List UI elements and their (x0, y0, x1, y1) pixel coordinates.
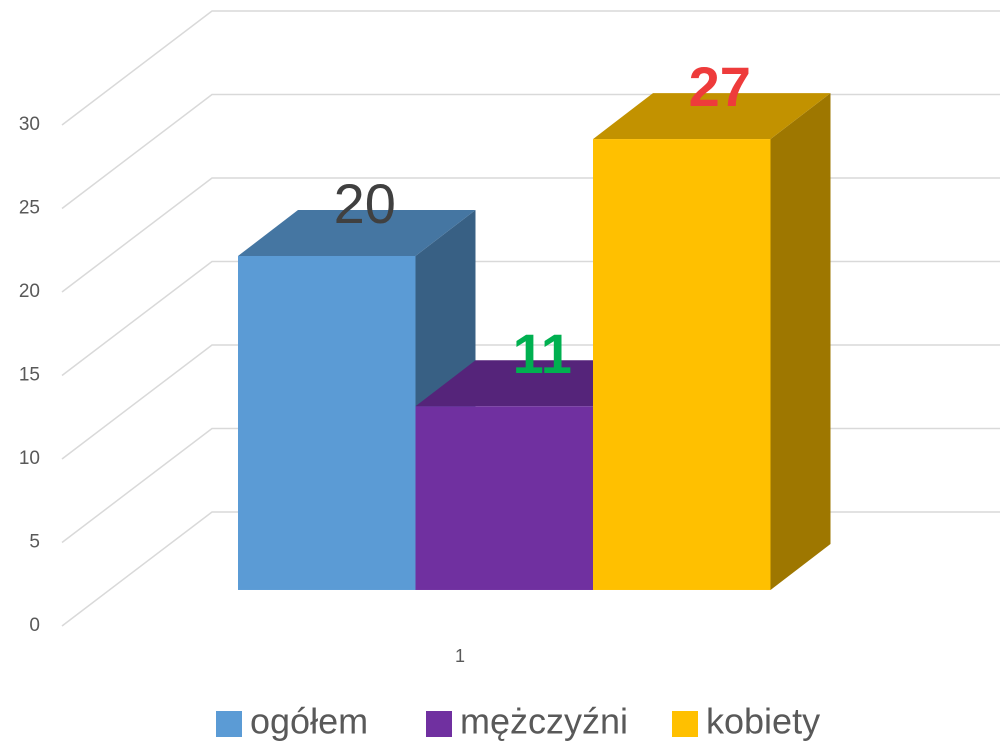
x-tick-label: 1 (455, 646, 465, 666)
data-label: 20 (334, 172, 396, 235)
y-tick-label: 25 (19, 198, 40, 219)
y-tick-label: 15 (19, 365, 40, 386)
grid-line (61, 10, 1000, 126)
legend-label: mężczyźni (460, 701, 628, 742)
y-tick-label: 20 (19, 281, 40, 302)
bar (238, 255, 416, 590)
bar (415, 406, 593, 590)
y-tick-label: 5 (29, 532, 40, 553)
y-tick-label: 0 (29, 615, 40, 636)
y-tick-label: 30 (19, 114, 40, 135)
legend-swatch (426, 711, 452, 737)
grid-line (61, 177, 1000, 293)
legend-label: ogółem (250, 701, 368, 742)
data-label: 27 (689, 55, 751, 118)
bar-top (238, 209, 476, 256)
bar (593, 139, 771, 590)
bar-top (593, 93, 831, 140)
grid-line (61, 93, 1000, 210)
legend-swatch (216, 711, 242, 737)
legend-swatch (672, 711, 698, 737)
y-tick-label: 10 (19, 448, 40, 469)
bar-side (770, 93, 831, 590)
legend-label: kobiety (706, 701, 820, 742)
data-label: 11 (513, 322, 572, 385)
